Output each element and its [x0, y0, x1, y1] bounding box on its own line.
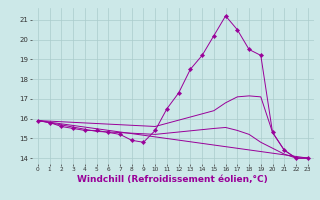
X-axis label: Windchill (Refroidissement éolien,°C): Windchill (Refroidissement éolien,°C)	[77, 175, 268, 184]
